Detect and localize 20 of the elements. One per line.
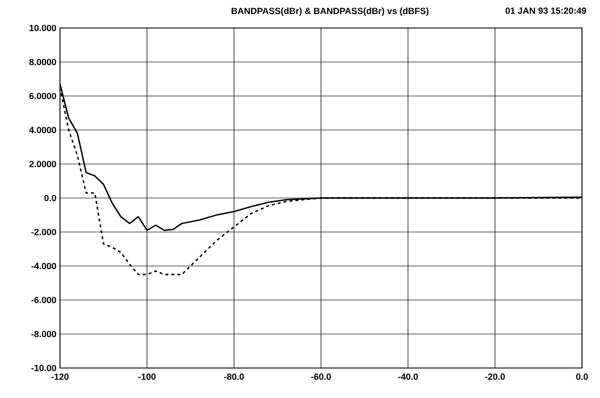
x-tick-label: -40.0 — [398, 374, 418, 380]
x-tick-label: -60.0 — [311, 374, 331, 380]
y-tick-label: 10.000 — [30, 24, 56, 32]
x-tick-label: 0.0 — [576, 374, 588, 380]
chart-title: BANDPASS(dBr) & BANDPASS(dBr) vs (dBFS) — [232, 8, 428, 16]
y-tick-label: -10.00 — [31, 364, 56, 372]
text: 01 JAN 93 15:20:49 — [506, 8, 586, 14]
y-tick-label: 8.0000 — [29, 58, 56, 66]
x-tick-label: -20.0 — [485, 374, 505, 380]
y-tick-label: 4.0000 — [29, 126, 56, 134]
y-tick-label: -4.000 — [31, 262, 56, 270]
x-tick-label: -80.0 — [224, 374, 244, 380]
y-tick-label: -6.000 — [31, 296, 56, 304]
y-tick-label: 6.0000 — [29, 92, 56, 100]
y-tick-label: 0.0 — [44, 194, 56, 202]
x-tick-label: -100 — [138, 374, 156, 380]
y-tick-label: 2.0000 — [29, 160, 56, 168]
y-tick-label: -8.000 — [31, 330, 56, 338]
y-tick-label: -2.000 — [31, 228, 56, 236]
x-tick-label: -120 — [51, 374, 69, 380]
